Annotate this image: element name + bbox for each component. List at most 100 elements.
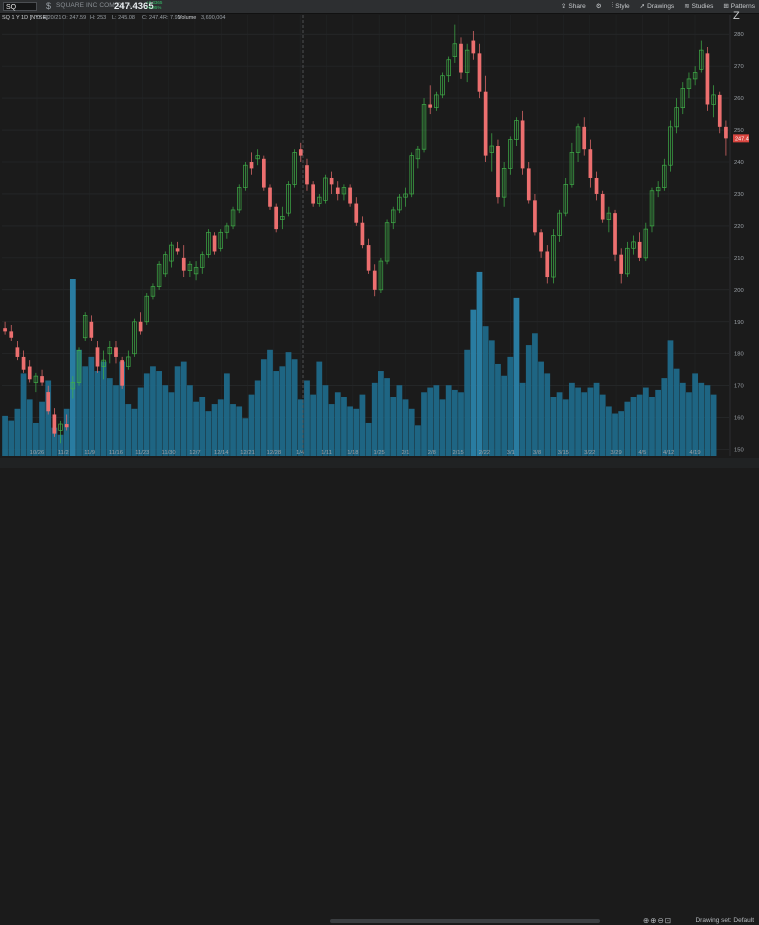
volume-bar: [82, 366, 89, 456]
date-tick-label: 11/30: [162, 450, 176, 456]
volume-bar: [297, 399, 304, 456]
candle-body: [446, 59, 451, 77]
volume-bar: [618, 411, 625, 456]
candle-body: [298, 149, 303, 156]
zoom-controls[interactable]: ⊕⊕⊖⊡: [643, 916, 672, 925]
candle-body: [582, 126, 587, 150]
candle-body: [218, 231, 223, 249]
dollar-icon[interactable]: $: [46, 1, 52, 11]
zoom-out-icon[interactable]: ⊖: [657, 916, 665, 925]
volume-bar: [458, 392, 464, 456]
candle-body: [619, 254, 624, 274]
volume-bar: [544, 373, 551, 456]
date-tick-label: 3/22: [584, 450, 595, 456]
change-points: +2.3365: [146, 0, 163, 5]
candle-body: [156, 263, 162, 287]
volume-bar: [371, 382, 378, 456]
candle-body: [384, 222, 390, 262]
volume-bar: [556, 392, 563, 456]
candle-body: [46, 392, 51, 412]
candle-body: [686, 78, 692, 89]
volume-bar: [39, 401, 45, 456]
style-button[interactable]: ⫶ Style: [612, 2, 630, 10]
volume-bar: [137, 387, 144, 456]
share-button[interactable]: ⇪ Share: [561, 2, 586, 11]
volume-bar: [525, 345, 532, 456]
volume-bar: [174, 366, 181, 456]
volume-bar: [679, 382, 686, 456]
date-tick-label: 2/8: [428, 450, 436, 456]
studies-button[interactable]: ≋ Studies: [684, 2, 713, 11]
price-tick-label: 260: [734, 96, 744, 102]
volume-bar: [482, 326, 489, 456]
patterns-button[interactable]: ⊞ Patterns: [723, 2, 755, 11]
ohlc-open: O: 247.59: [62, 15, 86, 21]
candle-body: [64, 424, 69, 428]
volume-bar: [199, 397, 206, 456]
volume-bar: [476, 271, 483, 456]
volume-bar: [26, 399, 33, 456]
symbol-input[interactable]: SQ: [3, 2, 37, 11]
change-percent: +0.95%: [146, 5, 162, 10]
candle-body: [526, 168, 531, 201]
date-tick-label: 11/9: [84, 450, 95, 456]
candle-body: [711, 94, 716, 105]
volume-bar: [464, 349, 471, 456]
candle-body: [212, 235, 217, 252]
price-chart[interactable]: 150 160 170 180 190 200 210 220 230 240 250 260 270 2…: [0, 0, 759, 468]
candle-body: [477, 53, 482, 92]
volume-bar: [211, 404, 218, 456]
candle-body: [187, 263, 193, 272]
collapse-icon[interactable]: Z: [733, 10, 740, 22]
candle-body: [692, 72, 698, 80]
zoom-fit-icon[interactable]: ⊡: [664, 916, 673, 925]
date-tick-label: 4/5: [638, 450, 646, 456]
candle-body: [557, 212, 562, 236]
pan-icon[interactable]: ⊕: [643, 916, 651, 925]
volume-bar: [507, 356, 514, 456]
volume-bar: [100, 361, 107, 456]
volume-bar: [51, 427, 58, 456]
style-icon: ⫶: [611, 2, 614, 9]
candle-body: [655, 187, 661, 192]
price-change: +2.3365 +0.95%: [146, 0, 162, 10]
volume-bar: [205, 411, 212, 456]
last-price: 247.4365: [114, 1, 154, 12]
time-scrollbar[interactable]: [330, 919, 600, 923]
volume-bar: [113, 385, 119, 456]
volume-bar: [451, 389, 458, 456]
zoom-in-icon[interactable]: ⊕: [650, 916, 658, 925]
candle-body: [440, 75, 445, 96]
volume-bar: [587, 387, 594, 456]
price-tag-box: [733, 134, 749, 143]
candle-body: [230, 209, 236, 227]
settings-button[interactable]: ⚙: [596, 2, 602, 10]
drawing-set-label: Drawing set: Default: [695, 917, 754, 924]
price-tick-label: 250: [734, 128, 744, 134]
candle-body: [70, 382, 76, 390]
price-tick-label: 150: [734, 448, 744, 454]
drawings-button[interactable]: ➚ Drawings: [640, 2, 675, 11]
volume-bar: [655, 389, 662, 456]
volume-bar: [698, 382, 705, 456]
volume-bar: [488, 340, 495, 456]
candle-body: [489, 145, 494, 153]
volume-bar: [649, 397, 655, 456]
candle-body: [366, 245, 371, 271]
price-tick-label: 220: [734, 224, 744, 230]
candle-body: [224, 225, 230, 233]
candle-body: [705, 53, 710, 105]
price-tag-text: 247.4: [735, 136, 749, 142]
date-tick-label: 12/7: [189, 450, 200, 456]
candle-body: [625, 247, 630, 275]
volume-bar: [538, 361, 544, 456]
volume-bar: [131, 408, 138, 456]
date-tick-label: 12/21: [240, 450, 255, 456]
candle-body: [329, 177, 334, 185]
candle-body: [637, 241, 642, 258]
candle-body: [305, 165, 309, 185]
chart-info-line: SQ 1 Y 1D [NYSE] D: 4/20/21 O: 247.59 H:…: [2, 15, 225, 21]
date-tick-label: 12/14: [214, 450, 229, 456]
company-name: SQUARE INC COM CL A: [56, 2, 131, 9]
date-tick-label: 4/12: [663, 450, 674, 456]
